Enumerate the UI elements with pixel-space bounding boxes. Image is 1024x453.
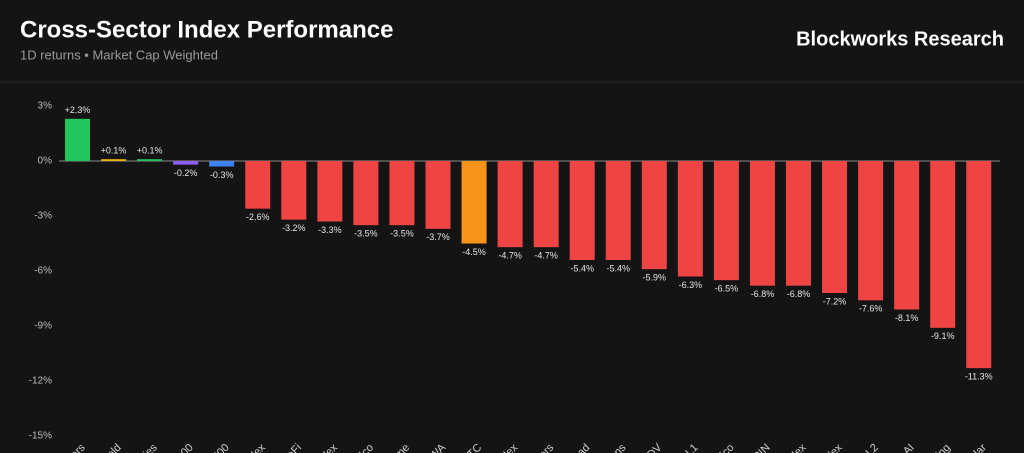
x-tick-label: me (393, 442, 412, 453)
x-tick-label: ning (930, 442, 953, 453)
chart-title: Cross-Sector Index Performance (20, 16, 393, 43)
x-tick-label: L1 (683, 442, 700, 453)
x-tick-label: ular (967, 441, 989, 453)
bar (497, 161, 523, 248)
bar (858, 161, 884, 301)
value-label: -7.6% (859, 304, 883, 314)
bar (425, 161, 451, 229)
x-tick-label: dex (247, 441, 268, 453)
chart-subtitle: 1D returns • Market Cap Weighted (20, 47, 218, 62)
value-label: -3.5% (354, 229, 378, 239)
bar (677, 161, 703, 277)
bar (533, 161, 559, 248)
value-label: -3.3% (318, 225, 342, 235)
value-label: -4.7% (498, 251, 522, 261)
x-tick-label: Eco (354, 442, 376, 453)
y-tick-label: 3% (38, 101, 53, 112)
bar (713, 161, 739, 281)
value-label: +0.1% (137, 146, 163, 156)
bar (353, 161, 379, 226)
bar (749, 161, 775, 286)
bar (389, 161, 415, 226)
value-label: -3.7% (426, 232, 450, 242)
bar (966, 161, 992, 369)
value-label: -3.2% (282, 223, 306, 233)
bar (786, 161, 811, 286)
value-label: -2.6% (246, 212, 270, 222)
x-tick-label: ans (607, 441, 628, 453)
x-tick-label: AI (901, 442, 917, 453)
x-tick-label: 100 (174, 442, 195, 453)
bar (930, 161, 956, 328)
y-tick-label: -12% (29, 376, 52, 387)
value-label: -0.3% (210, 170, 234, 180)
y-tick-label: -9% (34, 321, 52, 332)
y-tick-label: -15% (29, 431, 52, 442)
bar (173, 161, 199, 165)
x-tick-label: dex (319, 441, 340, 453)
value-label: -6.8% (787, 289, 811, 299)
value-label: -5.9% (643, 273, 667, 283)
value-label: +0.1% (101, 146, 127, 156)
value-label: -5.4% (606, 263, 630, 273)
value-label: -6.8% (751, 289, 775, 299)
x-tick-label: nad (571, 442, 592, 453)
value-label: -11.3% (965, 372, 993, 382)
x-tick-label: TDV (640, 441, 665, 453)
bar (137, 159, 163, 161)
value-label: -9.1% (931, 331, 955, 341)
bar (65, 118, 90, 161)
value-label: -3.5% (390, 229, 414, 239)
x-tick-label: WA (427, 441, 448, 453)
y-tick-label: 0% (38, 156, 53, 167)
bar (101, 159, 127, 161)
bar (569, 161, 595, 260)
x-tick-label: BTC (460, 442, 484, 453)
x-tick-label: Gold (99, 442, 124, 453)
value-label: -4.5% (462, 247, 486, 257)
value-label: -7.2% (823, 296, 847, 306)
x-tick-label: L2 (864, 442, 881, 453)
bar (605, 161, 631, 260)
x-tick-label: dex (499, 441, 520, 453)
y-tick-label: -3% (34, 211, 52, 222)
value-label: -4.7% (534, 251, 558, 261)
y-tick-label: -6% (34, 266, 52, 277)
bar (317, 161, 343, 222)
bar (209, 161, 235, 167)
x-tick-label: lers (535, 441, 556, 453)
x-tick-label: PIN (751, 442, 772, 453)
brand: Blockworks Research (796, 28, 1004, 50)
x-tick-label: dex (824, 441, 845, 453)
bar (894, 161, 920, 310)
x-tick-label: dex (788, 441, 809, 453)
bar (245, 161, 271, 209)
value-label: -6.3% (679, 280, 703, 290)
value-label: +2.3% (65, 105, 91, 115)
x-tick-label: eFi (285, 442, 304, 453)
value-label: -6.5% (715, 284, 739, 294)
bar (461, 161, 487, 244)
x-tick-label: ers (68, 441, 88, 453)
x-tick-label: 500 (210, 442, 231, 453)
value-label: -5.4% (570, 263, 594, 273)
value-label: -8.1% (895, 313, 919, 323)
value-label: -0.2% (174, 168, 198, 178)
bar (641, 161, 667, 270)
x-tick-label: Eco (715, 442, 737, 453)
x-tick-label: ities (137, 441, 160, 453)
bar (281, 161, 307, 220)
bar (822, 161, 848, 293)
